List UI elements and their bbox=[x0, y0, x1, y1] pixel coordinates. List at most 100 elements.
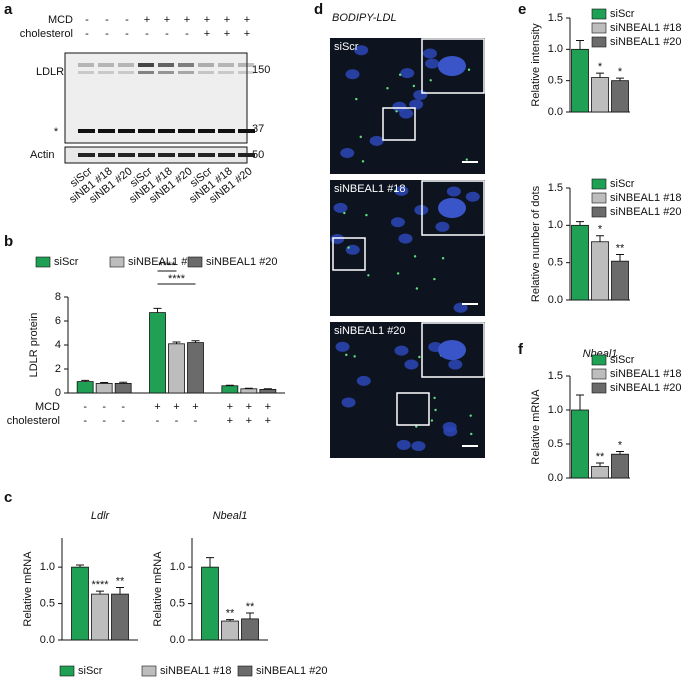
y-tick-label: 1.5 bbox=[548, 370, 563, 382]
nucleus bbox=[392, 101, 407, 112]
roi bbox=[332, 237, 366, 271]
ldl-dot bbox=[465, 158, 468, 161]
bar bbox=[149, 312, 166, 394]
y-axis-label: Relative mRNA bbox=[530, 389, 542, 465]
bar bbox=[571, 409, 589, 479]
roi bbox=[396, 392, 430, 426]
legend-label: siScr bbox=[610, 8, 635, 20]
error-bar bbox=[153, 307, 162, 313]
ldl-dot bbox=[359, 135, 362, 139]
ldl-dot bbox=[394, 189, 397, 193]
legend-label: siScr bbox=[78, 665, 103, 677]
nucleus bbox=[396, 439, 411, 450]
error-bar bbox=[596, 72, 604, 78]
band bbox=[238, 153, 255, 157]
marker-label: 37 bbox=[252, 123, 264, 135]
band bbox=[238, 129, 255, 133]
nucleus bbox=[345, 69, 360, 80]
band bbox=[198, 63, 214, 67]
condition-sign: - bbox=[156, 415, 160, 427]
condition-sign: + bbox=[265, 401, 271, 413]
panel-letter: a bbox=[4, 1, 13, 18]
y-tick-label: 1.0 bbox=[548, 219, 563, 231]
condition-sign: - bbox=[105, 14, 109, 26]
condition-label: MCD bbox=[48, 14, 73, 26]
inset bbox=[421, 180, 485, 236]
nucleus bbox=[394, 345, 409, 356]
bar bbox=[111, 593, 129, 641]
band bbox=[198, 71, 214, 74]
condition-sign: - bbox=[175, 415, 179, 427]
bar bbox=[95, 382, 113, 394]
error-bar bbox=[81, 379, 90, 382]
y-tick-label: 1.0 bbox=[548, 404, 563, 416]
bar bbox=[241, 618, 259, 641]
condition-sign: + bbox=[227, 401, 233, 413]
legend-swatch bbox=[591, 368, 607, 380]
marker-label: 150 bbox=[252, 64, 270, 76]
legend-label: siNBEAL1 #20 bbox=[610, 36, 682, 48]
band bbox=[238, 71, 254, 74]
y-axis-label: LDLR protein bbox=[28, 313, 40, 378]
error-bar bbox=[76, 564, 84, 568]
ldl-dot bbox=[361, 160, 365, 163]
band bbox=[138, 129, 155, 133]
band bbox=[98, 71, 114, 74]
nucleus bbox=[438, 340, 466, 360]
band bbox=[98, 63, 114, 67]
nucleus bbox=[335, 341, 350, 352]
condition-sign: + bbox=[246, 401, 252, 413]
significance: ** bbox=[246, 601, 255, 613]
error-bar bbox=[616, 253, 624, 262]
condition-sign: - bbox=[85, 14, 89, 26]
band bbox=[138, 153, 155, 157]
y-axis-label: Relative mRNA bbox=[152, 551, 164, 627]
nucleus bbox=[354, 45, 369, 56]
legend-swatch bbox=[187, 256, 203, 268]
condition-sign: - bbox=[194, 415, 198, 427]
significance: ** bbox=[596, 451, 605, 463]
bar bbox=[259, 388, 277, 394]
condition-sign: + bbox=[173, 401, 179, 413]
nucleus bbox=[404, 359, 419, 370]
y-tick-label: 0.0 bbox=[548, 472, 563, 484]
legend-swatch bbox=[591, 22, 607, 34]
micro-label: siNBEAL1 #18 bbox=[334, 183, 406, 195]
band-label: Actin bbox=[30, 149, 54, 161]
error-bar bbox=[244, 387, 253, 389]
ldl-dot bbox=[441, 257, 445, 260]
error-bar bbox=[596, 462, 604, 467]
ldl-dot bbox=[396, 272, 400, 275]
error-bar bbox=[225, 384, 234, 386]
band bbox=[198, 129, 215, 133]
ldl-dot bbox=[398, 73, 402, 76]
nucleus bbox=[409, 99, 424, 110]
ldl-dot bbox=[429, 79, 432, 82]
significance: ** bbox=[616, 242, 625, 254]
y-axis-label: Relative number of dots bbox=[530, 185, 542, 302]
y-tick-label: 0.0 bbox=[170, 634, 185, 646]
condition-sign: + bbox=[184, 14, 190, 26]
nucleus bbox=[341, 397, 356, 408]
y-tick-label: 1.5 bbox=[548, 182, 563, 194]
error-bar bbox=[96, 590, 104, 595]
error-bar bbox=[119, 381, 128, 384]
y-tick-label: 0.0 bbox=[40, 634, 55, 646]
significance: * bbox=[618, 439, 623, 451]
legend-swatch bbox=[591, 206, 607, 218]
band bbox=[218, 129, 235, 133]
nucleus bbox=[390, 217, 405, 228]
significance: * bbox=[618, 66, 623, 78]
condition-sign: - bbox=[145, 28, 149, 40]
band bbox=[218, 63, 234, 67]
ldl-dot bbox=[433, 396, 436, 400]
bar bbox=[240, 388, 258, 394]
legend-label: siNBEAL1 #20 bbox=[610, 382, 682, 394]
condition-sign: - bbox=[105, 28, 109, 40]
error-bar bbox=[116, 587, 124, 595]
y-axis-label: Relative intensity bbox=[530, 23, 542, 107]
condition-sign: - bbox=[121, 401, 125, 413]
error-bar bbox=[172, 341, 181, 344]
bar bbox=[114, 382, 132, 394]
error-bar bbox=[596, 235, 604, 242]
